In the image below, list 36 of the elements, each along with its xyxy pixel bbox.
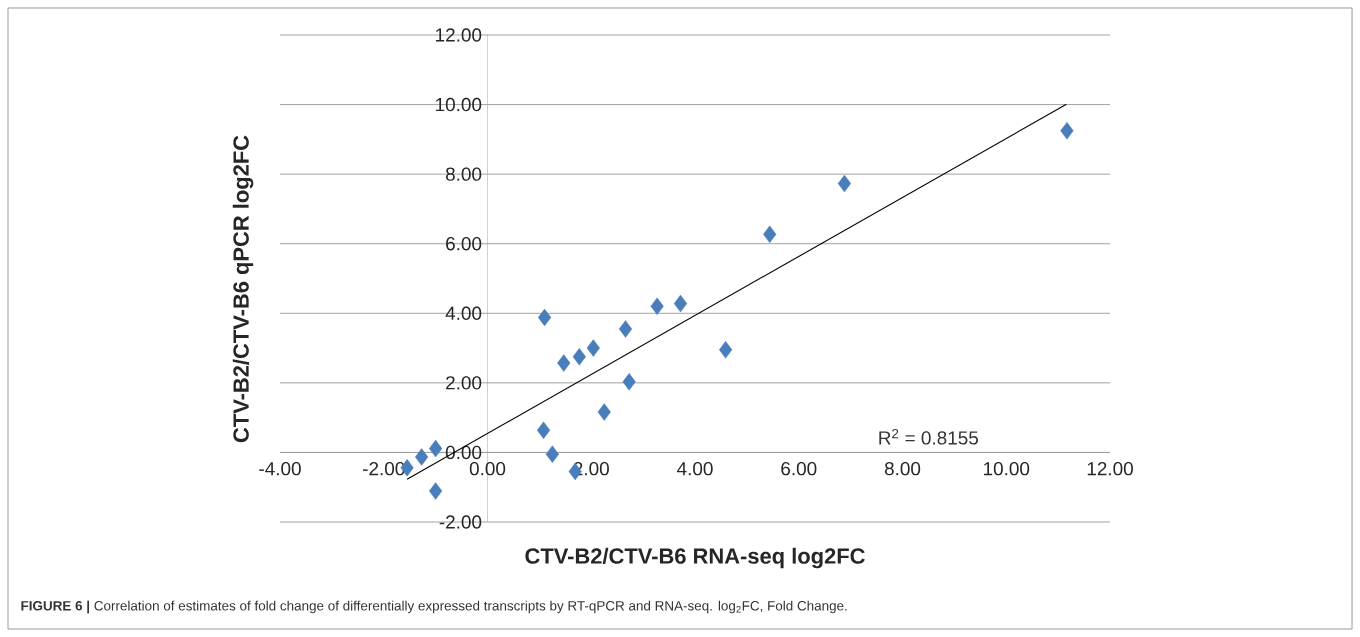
x-tick-label: 8.00 (884, 461, 921, 476)
point (415, 448, 429, 466)
point (597, 403, 611, 421)
point (536, 421, 551, 439)
y-tick-label: -2.00 (439, 515, 482, 529)
point (572, 348, 586, 366)
x-tick-label: 12.00 (1087, 461, 1133, 476)
x-tick-label: -4.00 (259, 461, 301, 476)
point (622, 373, 636, 391)
y-tick-label: 8.00 (445, 167, 482, 181)
x-tick-label: 0.00 (469, 461, 506, 476)
x-axis-title: CTV-B2/CTV-B6 RNA-seq log2FC (525, 547, 865, 569)
point (545, 445, 559, 463)
x-tick-label: 10.00 (984, 461, 1030, 476)
point (557, 354, 571, 372)
point (763, 225, 777, 244)
x-tick-label: 4.00 (677, 461, 713, 476)
x-tick-label: 6.00 (781, 461, 817, 476)
point (429, 439, 443, 458)
point (673, 294, 688, 313)
y-axis-title: CTV-B2/CTV-B6 qPCR log2FC (232, 135, 254, 443)
y-tick-label: 6.00 (446, 237, 482, 251)
annotation: R$^{2}$ = 0.8155 (879, 428, 978, 445)
text: FIGURE 6 | Correlation of estimates of fold change of differentially expressed transcripts by RT-qPCR and RNA-seq. log$_{2}$FC, Fold Change. (21, 600, 847, 614)
y-tick-label: 4.00 (445, 306, 482, 320)
point (618, 320, 633, 338)
y-tick-label: 12.00 (436, 28, 482, 42)
point (837, 174, 851, 193)
y-tick-label: 10.00 (436, 97, 482, 112)
y-tick-label: 2.00 (446, 376, 482, 390)
point (650, 297, 664, 316)
point (719, 341, 733, 359)
point (429, 482, 443, 500)
point (537, 308, 552, 327)
point (586, 339, 600, 357)
point (1060, 121, 1074, 140)
